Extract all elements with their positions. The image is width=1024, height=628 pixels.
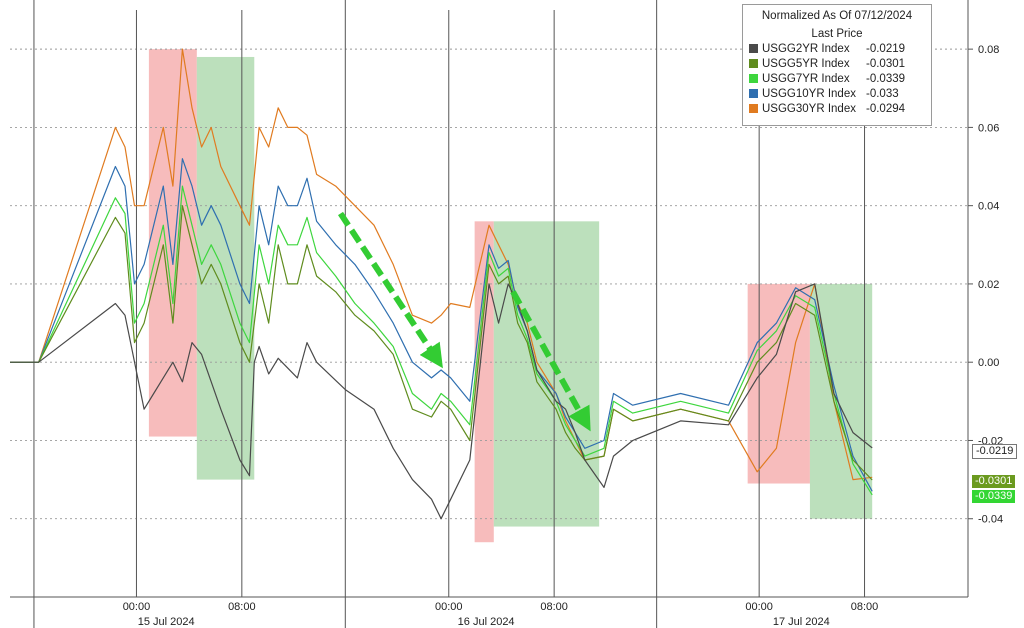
x-tick-label: 08:00 xyxy=(540,601,568,613)
legend-entry: USGG10YR Index -0.033 xyxy=(743,86,931,101)
x-tick-label: 00:00 xyxy=(745,601,773,613)
legend-series-value: -0.0294 xyxy=(866,102,906,115)
legend-series-name: USGG10YR Index xyxy=(762,87,856,100)
legend-swatch xyxy=(749,74,758,83)
legend-entry: USGG5YR Index -0.0301 xyxy=(743,56,931,71)
shaded-region xyxy=(747,283,810,484)
series-line xyxy=(10,158,873,492)
chart-legend: Normalized As Of 07/12/2024 Last Price U… xyxy=(742,4,932,126)
y-tick-label: 0.06 xyxy=(978,122,999,134)
legend-series-value: -0.033 xyxy=(866,87,899,100)
y-tick-label: 0.04 xyxy=(978,201,999,213)
x-tick-label: 08:00 xyxy=(228,601,256,613)
y-tick-label: 0.08 xyxy=(978,44,999,56)
shaded-region xyxy=(148,49,197,437)
x-day-label: 16 Jul 2024 xyxy=(458,616,515,628)
legend-series-name: USGG2YR Index xyxy=(762,42,850,55)
shaded-region xyxy=(493,221,600,527)
series-line xyxy=(10,283,873,520)
legend-entry: USGG7YR Index -0.0339 xyxy=(743,71,931,86)
legend-series-name: USGG30YR Index xyxy=(762,102,856,115)
legend-title: Normalized As Of 07/12/2024 xyxy=(761,10,913,22)
x-day-label: 15 Jul 2024 xyxy=(138,616,195,628)
y-tick-label: -0.04 xyxy=(978,514,1003,526)
legend-series-name: USGG7YR Index xyxy=(762,72,850,85)
x-day-label: 17 Jul 2024 xyxy=(773,616,830,628)
x-tick-label: 00:00 xyxy=(435,601,463,613)
series-line xyxy=(10,185,873,496)
legend-entry: USGG30YR Index -0.0294 xyxy=(743,101,931,116)
shaded-region xyxy=(196,56,255,480)
legend-subtitle: Last Price xyxy=(811,28,863,40)
shaded-region xyxy=(474,221,494,543)
legend-entry: USGG2YR Index -0.0219 xyxy=(743,41,931,56)
trend-arrow xyxy=(510,290,591,432)
y-tick-label: 0.00 xyxy=(978,357,999,369)
legend-swatch xyxy=(749,44,758,53)
legend-swatch xyxy=(749,104,758,113)
x-tick-label: 00:00 xyxy=(123,601,151,613)
legend-series-value: -0.0219 xyxy=(866,42,906,55)
y-tick-label: 0.02 xyxy=(978,279,999,291)
x-tick-label: 08:00 xyxy=(851,601,879,613)
last-value-label-2yr: -0.0219 xyxy=(972,444,1018,459)
legend-series-value: -0.0301 xyxy=(866,57,906,70)
legend-series-name: USGG5YR Index xyxy=(762,57,850,70)
last-value-label-7yr: -0.0339 xyxy=(972,490,1016,503)
legend-swatch xyxy=(749,59,758,68)
last-value-label-5yr: -0.0301 xyxy=(972,475,1016,488)
legend-swatch xyxy=(749,89,758,98)
series-line xyxy=(10,205,873,481)
legend-series-value: -0.0339 xyxy=(866,72,906,85)
trend-arrow xyxy=(338,211,443,369)
